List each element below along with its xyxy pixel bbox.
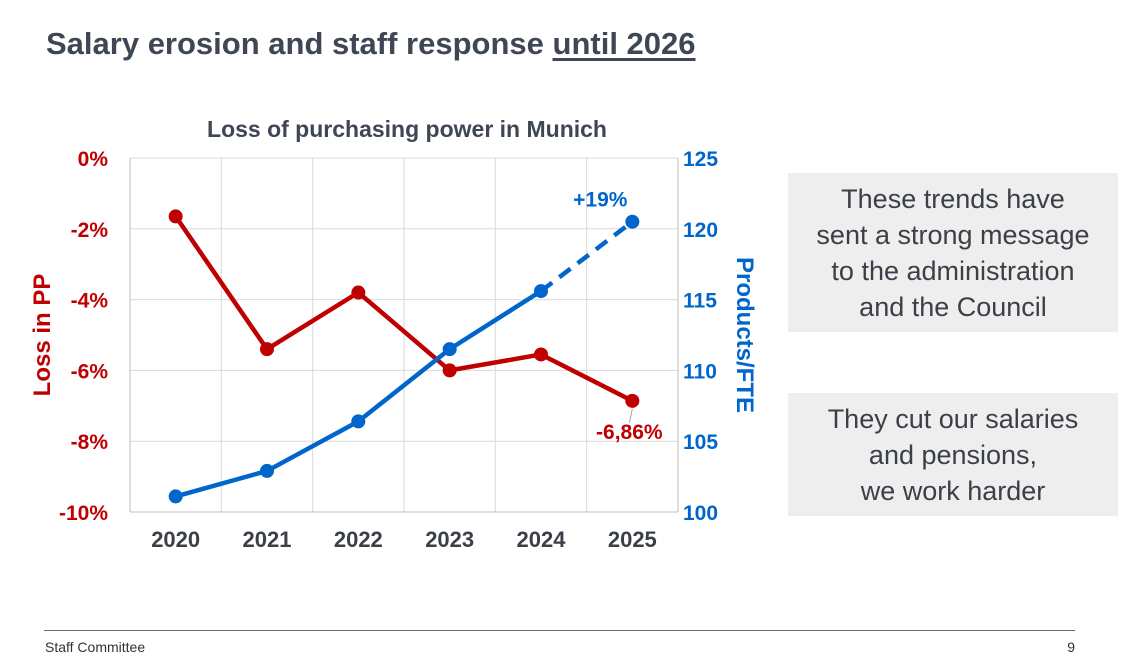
x-tick-label-2025: 2025 [608, 527, 657, 552]
footer-organization: Staff Committee [45, 639, 146, 655]
series-1-point-2023 [442, 342, 457, 357]
y-left-tick-label-4: -8% [71, 431, 109, 454]
y-right-tick-label-0: 100 [683, 502, 718, 525]
y-right-tick-label-4: 120 [683, 219, 718, 242]
slide-title: Salary erosion and staff response until … [46, 26, 696, 62]
series-1-point-2024 [534, 284, 548, 299]
series-0-point-2023 [442, 363, 457, 378]
message-box-salaries: They cut our salaries and pensions, we w… [788, 393, 1118, 516]
series-1-annotation-label: +19% [573, 189, 628, 212]
page-number: 9 [1067, 639, 1075, 655]
y-left-tick-label-2: -4% [71, 290, 109, 313]
y-left-tick-label-0: 0% [78, 148, 109, 171]
series-0-point-2021 [260, 342, 274, 357]
series-1-dashed-line [539, 219, 634, 293]
y-left-axis-label: Loss in PP [29, 274, 56, 397]
x-tick-label-2021: 2021 [243, 527, 292, 552]
x-tick-label-2023: 2023 [425, 527, 474, 552]
series-0-point-2024 [534, 347, 548, 362]
y-right-tick-label-2: 110 [683, 360, 717, 383]
series-0-annotation-label: -6,86% [596, 421, 663, 444]
series-0-annotation-leader [628, 408, 633, 423]
y-left-tick-label-3: -6% [71, 360, 109, 383]
y-right-tick-label-5: 125 [683, 148, 718, 171]
chart-title: Loss of purchasing power in Munich [207, 116, 607, 142]
series-0-line [173, 215, 634, 403]
series-0-point-2020 [168, 209, 183, 224]
series-0-point-2025 [625, 393, 640, 408]
y-left-tick-label-5: -10% [59, 502, 108, 525]
slide-title-main: Salary erosion and staff response [46, 26, 553, 61]
message-box-trends: These trends have sent a strong message … [788, 173, 1118, 332]
x-tick-label-2022: 2022 [334, 527, 383, 552]
x-tick-label-2020: 2020 [151, 527, 200, 552]
x-tick-label-2024: 2024 [517, 527, 567, 552]
y-right-tick-label-3: 115 [683, 290, 717, 313]
footer-divider [44, 630, 1075, 631]
slide-title-underlined: until 2026 [552, 26, 696, 61]
series-0-point-2022 [351, 285, 366, 300]
series-1-line [175, 289, 543, 499]
series-1-point-2020 [168, 489, 183, 504]
series-1-point-2022 [351, 414, 366, 429]
y-right-axis-label: Products/FTE [731, 257, 758, 413]
series-1-point-2025 [625, 214, 640, 229]
y-right-tick-label-1: 105 [683, 431, 718, 454]
series-1-point-2021 [260, 463, 274, 478]
y-left-tick-label-1: -2% [71, 219, 109, 242]
